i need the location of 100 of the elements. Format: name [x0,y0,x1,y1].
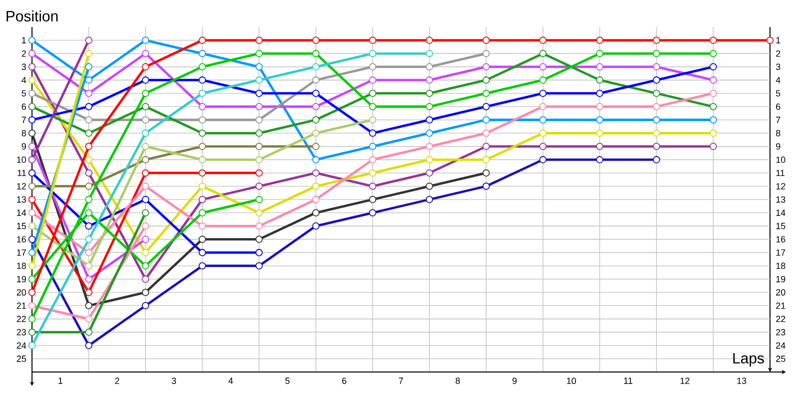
point [142,262,150,270]
y2-tick-label: 21 [776,302,786,309]
x-tick-label: 2 [115,378,120,384]
point [368,102,376,110]
point [85,209,92,216]
point [85,63,92,70]
point [368,90,376,97]
y-tick-label: 18 [17,262,26,270]
point [539,156,547,164]
point [426,156,434,164]
point [652,102,660,110]
point [312,222,320,230]
y-tick-label: 17 [17,249,26,256]
point [28,315,36,323]
point [312,209,320,216]
x-tick-label: 6 [342,378,346,384]
point [426,102,434,110]
point [368,156,376,164]
point [652,142,660,150]
point [482,156,490,164]
point [28,182,36,190]
point [312,36,320,44]
x-tick-label: 11 [624,378,632,384]
y-tick-label: 15 [17,222,26,230]
point [198,262,206,270]
point [426,182,434,190]
point [312,90,320,97]
point [28,169,36,177]
y-tick-label: 19 [17,276,26,282]
point [482,116,490,124]
y-tick-label: 13 [17,196,26,203]
point [142,156,150,164]
point [539,142,547,150]
point [426,196,434,204]
point [198,63,206,70]
y-tick-label: 23 [16,329,26,336]
point [255,76,263,84]
point [255,236,263,243]
point [710,50,717,58]
point [596,76,604,84]
point [28,302,36,310]
point [539,130,547,137]
y2-tick-label: 24 [776,342,786,349]
point [142,76,150,84]
point [198,182,206,190]
point [368,63,376,70]
y2-tick-label: 11 [776,170,785,176]
point [652,116,660,124]
x-axis-title: Laps [733,353,764,366]
point [85,50,92,58]
point [596,130,604,137]
point [142,288,150,296]
y-tick-label: 2 [22,50,26,57]
x-tick-label: 13 [737,378,746,384]
point [368,209,376,216]
point [368,169,376,177]
point [28,209,36,216]
y2-tick-label: 25 [776,356,786,362]
x-tick-label: 10 [567,378,576,384]
point [255,182,263,190]
point [596,90,604,97]
y-axis-title: Position [6,10,58,22]
point [596,36,604,44]
point [710,90,717,97]
y-tick-label: 7 [22,116,26,123]
y2-tick-label: 14 [776,210,786,216]
point [28,90,36,97]
point [142,222,150,230]
point [368,116,376,124]
point [255,156,263,164]
point [255,196,263,204]
y-tick-label: 21 [16,302,26,309]
x-tick-label: 8 [456,378,460,384]
point [28,142,36,150]
point [312,102,320,110]
point [85,248,92,256]
point [142,63,150,70]
y2-tick-label: 8 [776,130,780,136]
point [312,116,320,124]
point [426,142,434,150]
y-tick-label: 3 [22,64,26,70]
point [142,90,150,97]
point [28,328,36,336]
y2-tick-label: 23 [776,329,786,336]
point [596,102,604,110]
point [198,142,206,150]
point [85,196,92,204]
point [198,156,206,164]
point [710,116,717,124]
y2-tick-label: 6 [776,103,780,110]
point [198,196,206,204]
point [312,196,320,204]
point [482,90,490,97]
point [198,248,206,256]
x-tick-label: 5 [285,378,290,384]
point [198,222,206,230]
point [312,156,320,164]
point [28,130,36,137]
y2-tick-label: 7 [776,116,780,123]
point [368,50,376,58]
